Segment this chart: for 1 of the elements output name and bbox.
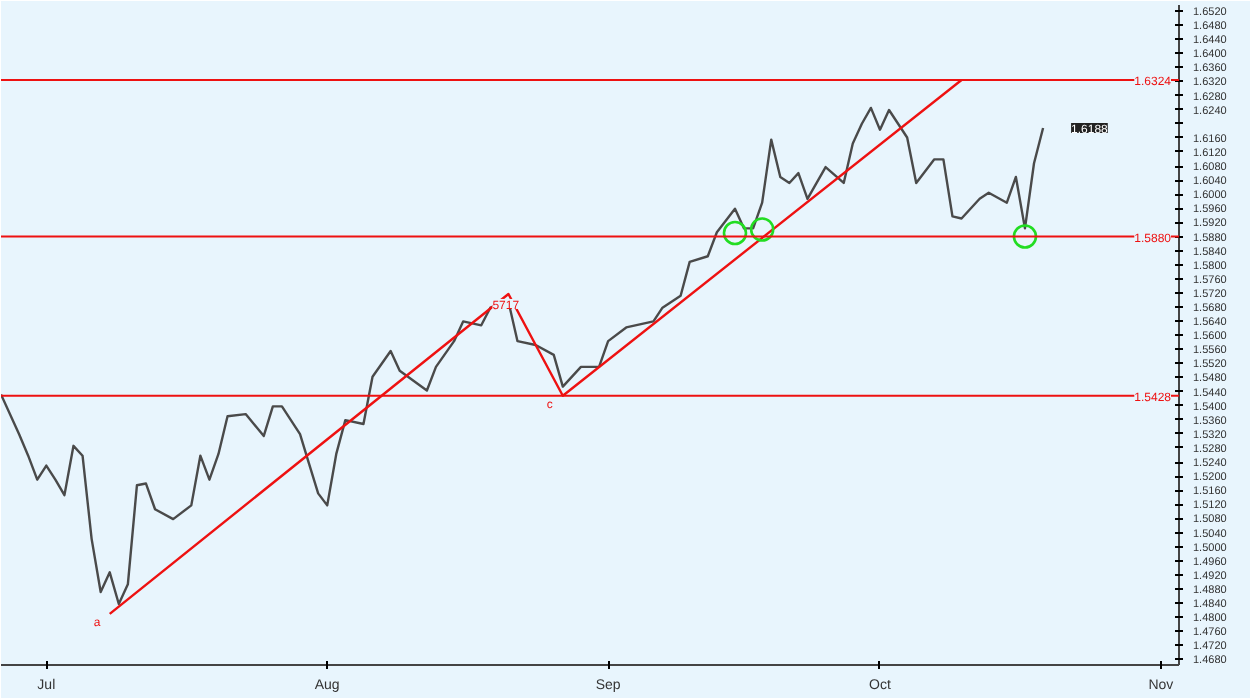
line-series: [1, 106, 1045, 606]
